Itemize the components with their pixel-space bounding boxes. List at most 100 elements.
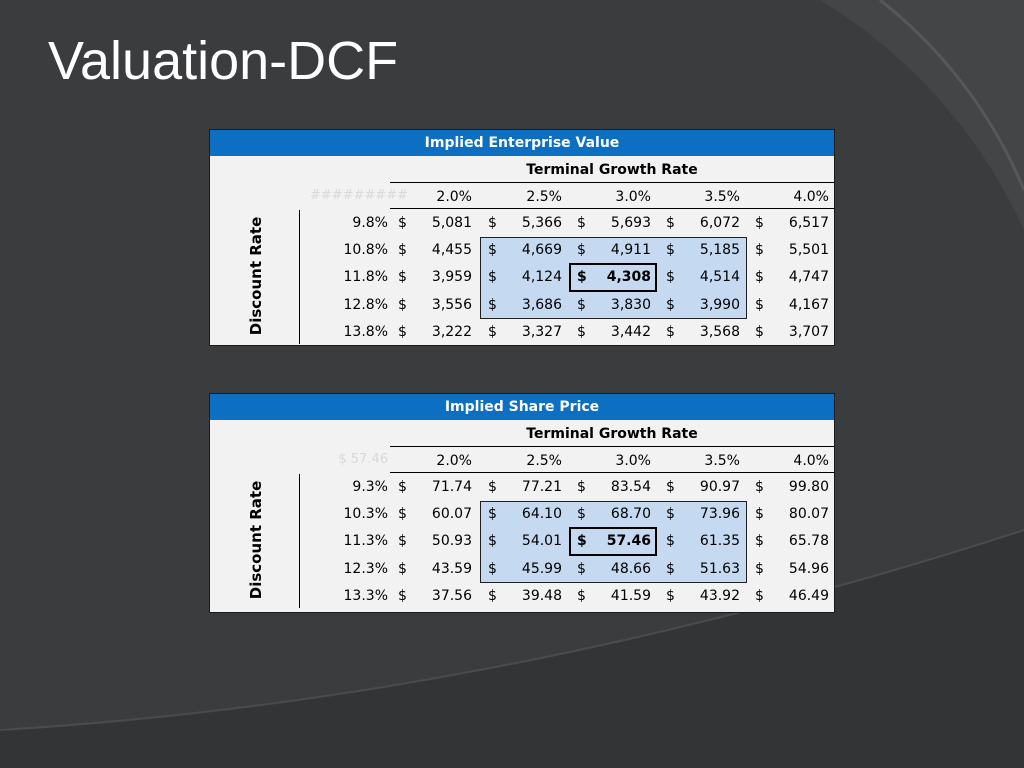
currency-symbol: $ [488,269,497,285]
table-cell: $4,911 [569,237,657,263]
currency-symbol: $ [666,506,675,522]
currency-symbol: $ [488,479,497,495]
currency-symbol: $ [488,242,497,258]
cell-value: 48.66 [610,561,651,577]
growth-rate-header: 2.5% [526,189,562,205]
table-cell: $5,185 [658,237,746,263]
terminal-growth-rate-label: Terminal Growth Rate [526,162,698,178]
cell-value: 43.59 [431,561,472,577]
table-cell: $51.63 [658,556,746,582]
currency-symbol: $ [488,506,497,522]
table-cell: $4,669 [480,237,568,263]
currency-symbol: $ [577,215,586,231]
cell-value: 4,514 [699,269,740,285]
currency-symbol: $ [577,588,586,604]
table-cell: $3,686 [480,292,568,318]
currency-symbol: $ [666,215,675,231]
cell-value: 45.99 [521,561,562,577]
currency-symbol: $ [577,297,586,313]
cell-value: 3,568 [699,324,740,340]
cell-value: 50.93 [431,533,472,549]
currency-symbol: $ [488,297,497,313]
divider [390,446,834,447]
currency-symbol: $ [755,215,764,231]
cell-value: 5,693 [610,215,651,231]
currency-symbol: $ [666,561,675,577]
currency-symbol: $ [577,269,587,285]
currency-symbol: $ [398,588,407,604]
cell-value: 54.96 [788,561,829,577]
currency-symbol: $ [577,506,586,522]
cell-value: 5,366 [521,215,562,231]
currency-symbol: $ [488,533,497,549]
cell-value: 6,072 [699,215,740,231]
divider [390,472,834,473]
currency-symbol: $ [755,269,764,285]
currency-symbol: $ [577,324,586,340]
discount-rate-value: 13.8% [343,324,388,340]
table-cell: $3,222 [390,319,478,345]
cell-value: 43.92 [699,588,740,604]
table-cell: $37.56 [390,583,478,609]
currency-symbol: $ [398,506,407,522]
table-cell: $6,517 [747,210,835,236]
table-cell: $3,959 [390,264,478,290]
cell-value: 3,222 [431,324,472,340]
currency-symbol: $ [398,297,407,313]
cell-value: 3,327 [521,324,562,340]
cell-value: 41.59 [610,588,651,604]
table-cell: $71.74 [390,474,478,500]
cell-value: 68.70 [610,506,651,522]
discount-rate-value: 12.8% [343,297,388,313]
table-cell: $3,707 [747,319,835,345]
growth-rate-header: 3.0% [615,453,651,469]
table-cell: $41.59 [569,583,657,609]
discount-rate-value: 13.3% [343,588,388,604]
cell-value: 83.54 [610,479,651,495]
growth-rate-header: 3.5% [704,453,740,469]
currency-symbol: $ [666,533,675,549]
table-cell: $3,556 [390,292,478,318]
cell-value: 61.35 [699,533,740,549]
table-cell: $80.07 [747,501,835,527]
currency-symbol: $ [666,479,675,495]
currency-symbol: $ [488,215,497,231]
terminal-growth-rate-label: Terminal Growth Rate [526,426,698,442]
table-cell: $54.96 [747,556,835,582]
cell-value: 3,959 [431,269,472,285]
currency-symbol: $ [398,269,407,285]
growth-rate-header: 2.0% [436,189,472,205]
currency-symbol: $ [755,297,764,313]
table-cell: $3,830 [569,292,657,318]
growth-rate-header: 2.0% [436,453,472,469]
currency-symbol: $ [755,324,764,340]
table-cell: $46.49 [747,583,835,609]
table-cell: $5,081 [390,210,478,236]
table-cell: $77.21 [480,474,568,500]
table-cell: $54.01 [480,528,568,554]
table-header: Implied Enterprise Value [210,130,834,156]
cell-value: 99.80 [788,479,829,495]
table-cell: $4,124 [480,264,568,290]
currency-symbol: $ [666,588,675,604]
discount-rate-label: Discount Rate [247,216,266,336]
cell-value: 80.07 [788,506,829,522]
table-cell: $48.66 [569,556,657,582]
currency-symbol: $ [577,533,587,549]
cell-value: 3,830 [610,297,651,313]
cell-value: 60.07 [431,506,472,522]
cell-value: 57.46 [606,533,651,549]
table-cell: $4,514 [658,264,746,290]
discount-rate-value: 11.8% [343,269,388,285]
currency-symbol: $ [755,588,764,604]
currency-symbol: $ [666,242,675,258]
discount-rate-value: 12.3% [343,561,388,577]
currency-symbol: $ [488,588,497,604]
cell-value: 39.48 [521,588,562,604]
cell-value: 3,442 [610,324,651,340]
discount-rate-value: 9.3% [352,479,388,495]
cell-value: 4,747 [788,269,829,285]
enterprise-value-table: Implied Enterprise Value Terminal Growth … [209,129,835,346]
cell-value: 4,124 [521,269,562,285]
